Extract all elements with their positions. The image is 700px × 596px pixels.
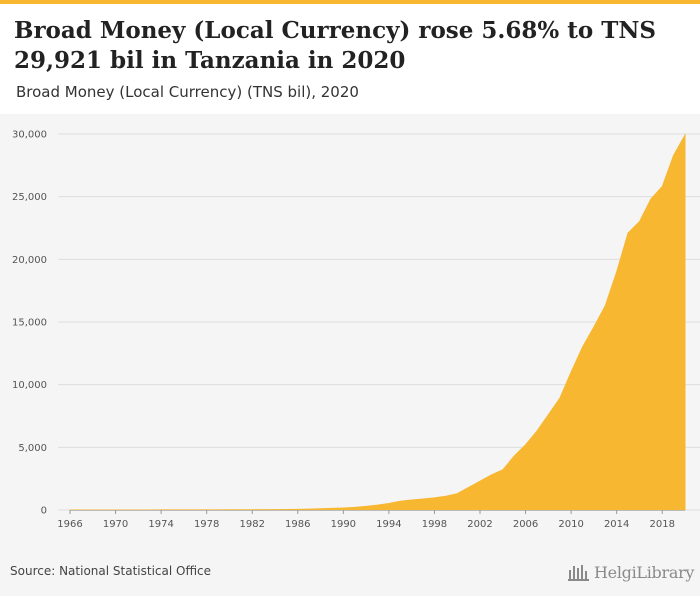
- brand-logo[interactable]: HelgiLibrary: [568, 560, 694, 584]
- x-tick-label: 1974: [148, 519, 173, 530]
- chart-subtitle: Broad Money (Local Currency) (TNS bil), …: [16, 83, 359, 101]
- x-tick-label: 1986: [285, 519, 310, 530]
- accent-bar: [0, 0, 700, 4]
- series-area: [69, 133, 686, 511]
- y-tick-label: 25,000: [12, 192, 47, 203]
- library-icon: [568, 565, 589, 581]
- y-tick-label: 10,000: [12, 380, 47, 391]
- area-series: [69, 133, 686, 511]
- y-tick-label: 30,000: [12, 130, 47, 141]
- chart-header: Broad Money (Local Currency) rose 5.68% …: [0, 4, 700, 114]
- x-tick-label: 1994: [376, 519, 401, 530]
- x-tick-label: 1978: [194, 519, 219, 530]
- y-tick-label: 20,000: [12, 255, 47, 266]
- x-tick-label: 2010: [558, 519, 583, 530]
- source-note: Source: National Statistical Office: [10, 564, 212, 578]
- chart-title: Broad Money (Local Currency) rose 5.68% …: [14, 17, 656, 74]
- x-tick-label: 2002: [467, 519, 492, 530]
- x-tick-label: 1998: [422, 519, 447, 530]
- x-tick-label: 1966: [57, 519, 82, 530]
- x-tick-label: 2006: [513, 519, 538, 530]
- y-axis: 0 5,000 10,000 15,000 20,000 25,000 30,000: [12, 130, 47, 517]
- x-tick-label: 1970: [103, 519, 128, 530]
- area-chart: 0 5,000 10,000 15,000 20,000 25,000 30,000 196…: [12, 130, 700, 530]
- x-tick-label: 2014: [604, 519, 629, 530]
- x-tick-label: 1990: [331, 519, 356, 530]
- y-tick-label: 0: [41, 506, 47, 517]
- x-axis: 1966 1970 1974 1978 1982 1986 1990 1994 1998 2002…: [57, 510, 685, 530]
- x-tick-label: 1982: [239, 519, 264, 530]
- brand-name: HelgiLibrary: [594, 562, 695, 582]
- y-tick-label: 15,000: [12, 318, 47, 329]
- y-tick-label: 5,000: [18, 443, 47, 454]
- x-tick-label: 2018: [649, 519, 674, 530]
